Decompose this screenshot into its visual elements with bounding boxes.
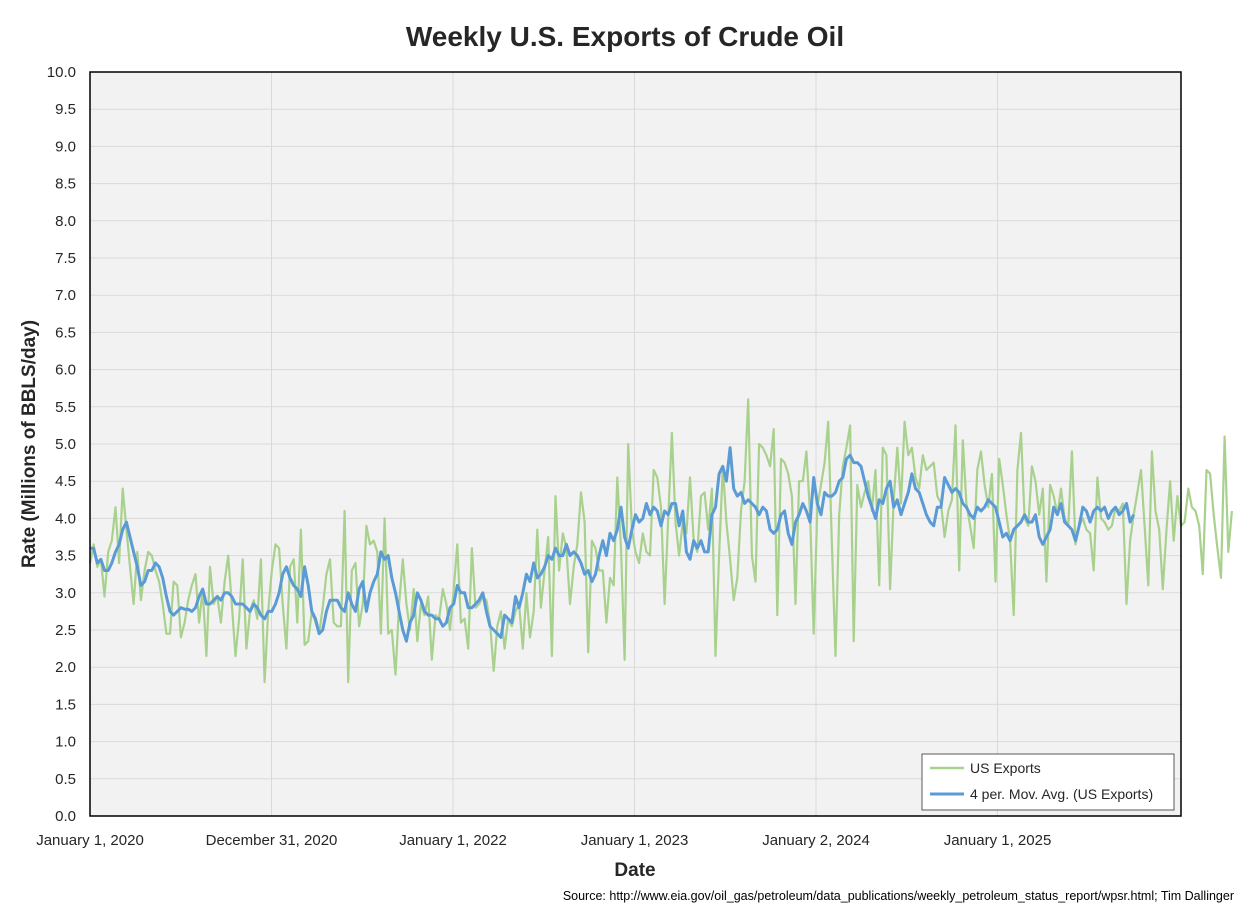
y-tick-label: 0.0 <box>55 808 76 825</box>
y-tick-label: 5.5 <box>55 399 76 416</box>
y-tick-label: 2.5 <box>55 622 76 639</box>
horizontal-gridlines <box>90 108 1181 780</box>
y-tick-label: 9.5 <box>55 101 76 118</box>
y-tick-label: 0.5 <box>55 771 76 788</box>
y-tick-label: 7.5 <box>55 250 76 267</box>
plot-border <box>89 71 1182 817</box>
y-tick-label: 6.0 <box>55 362 76 379</box>
y-tick-label: 4.5 <box>55 473 76 490</box>
y-tick-label: 7.0 <box>55 287 76 304</box>
x-tick-label: January 1, 2023 <box>581 832 689 849</box>
x-axis-title: Date <box>614 860 655 881</box>
legend: US Exports 4 per. Mov. Avg. (US Exports) <box>921 753 1175 811</box>
series-line-moving-average <box>90 446 1136 643</box>
legend-label-moving-average: 4 per. Mov. Avg. (US Exports) <box>970 786 1153 802</box>
y-tick-label: 5.0 <box>55 436 76 453</box>
y-tick-label: 3.0 <box>55 585 76 602</box>
x-axis-tick-labels: January 1, 2020 December 31, 2020 January … <box>36 832 1051 849</box>
y-tick-label: 2.0 <box>55 659 76 676</box>
x-tick-label: December 31, 2020 <box>206 832 338 849</box>
source-note: Source: http://www.eia.gov/oil_gas/petro… <box>563 889 1234 903</box>
y-tick-label: 3.5 <box>55 548 76 565</box>
x-tick-label: January 1, 2022 <box>399 832 507 849</box>
legend-label-us-exports: US Exports <box>970 760 1041 776</box>
legend-box <box>921 753 1175 811</box>
y-tick-label: 1.5 <box>55 696 76 713</box>
x-tick-label: January 2, 2024 <box>762 832 870 849</box>
y-tick-label: 1.0 <box>55 734 76 751</box>
y-tick-label: 10.0 <box>47 64 76 81</box>
y-tick-label: 8.5 <box>55 176 76 193</box>
y-tick-label: 8.0 <box>55 213 76 230</box>
y-axis-tick-labels: 0.0 0.5 1.0 1.5 2.0 2.5 3.0 3.5 4.0 4.5 5.0 5.5 6.0 6… <box>47 64 76 825</box>
chart-title: Weekly U.S. Exports of Crude Oil <box>406 21 844 52</box>
y-tick-label: 9.0 <box>55 138 76 155</box>
y-tick-label: 4.0 <box>55 510 76 527</box>
y-axis-title: Rate (Millions of BBLS/day) <box>19 320 40 568</box>
y-tick-label: 6.5 <box>55 324 76 341</box>
series-line-us-exports <box>88 398 1233 684</box>
x-tick-label: January 1, 2025 <box>944 832 1052 849</box>
x-tick-label: January 1, 2020 <box>36 832 144 849</box>
